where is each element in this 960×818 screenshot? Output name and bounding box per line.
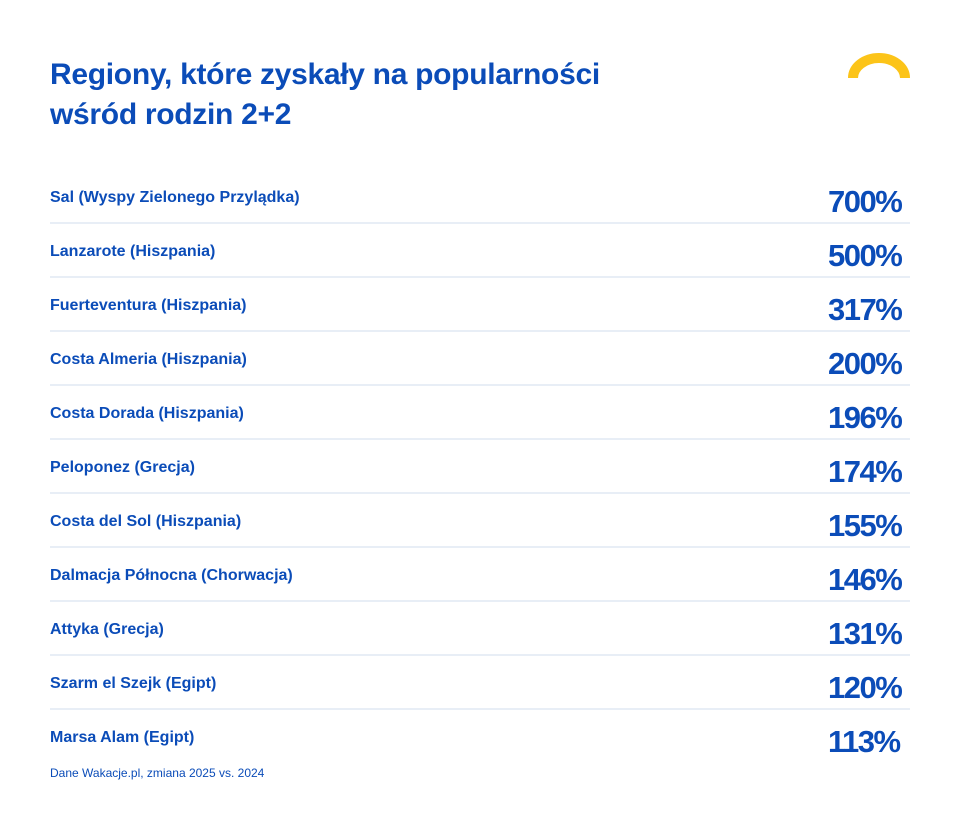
region-label: Dalmacja Północna (Chorwacja) [50,567,293,584]
change-value: 120% [828,670,903,705]
change-value: 196% [828,400,903,435]
source-note: Dane Wakacje.pl, zmiana 2025 vs. 2024 [50,766,265,780]
table-row: Attyka (Grecja) 131% [50,602,910,656]
region-label: Costa del Sol (Hiszpania) [50,513,242,530]
region-label: Marsa Alam (Egipt) [50,729,195,746]
change-value: 200% [828,346,903,381]
region-label: Peloponez (Grecja) [50,459,195,476]
region-label: Szarm el Szejk (Egipt) [50,675,217,692]
change-value: 146% [828,562,903,597]
table-row: Sal (Wyspy Zielonego Przylądka) 700% [50,170,910,224]
table-row: Dalmacja Północna (Chorwacja) 146% [50,548,910,602]
page-title: Regiony, które zyskały na popularności w… [50,55,600,135]
table-row: Marsa Alam (Egipt) 113% [50,710,910,762]
region-label: Costa Almeria (Hiszpania) [50,351,247,368]
change-value: 155% [828,508,903,543]
table-row: Lanzarote (Hiszpania) 500% [50,224,910,278]
table-row: Fuerteventura (Hiszpania) 317% [50,278,910,332]
title-line-2: wśród rodzin 2+2 [50,98,292,131]
region-label: Attyka (Grecja) [50,621,164,638]
yellow-arc-icon [848,53,910,79]
change-value: 317% [828,292,903,327]
title-line-1: Regiony, które zyskały na popularności [50,58,600,91]
ranking-table: Sal (Wyspy Zielonego Przylądka) 700% Lanza… [50,170,910,762]
region-label: Sal (Wyspy Zielonego Przylądka) [50,189,300,206]
change-value: 113% [828,724,901,759]
table-row: Szarm el Szejk (Egipt) 120% [50,656,910,710]
change-value: 174% [828,454,903,489]
change-value: 500% [828,238,903,273]
table-row: Peloponez (Grecja) 174% [50,440,910,494]
table-row: Costa del Sol (Hiszpania) 155% [50,494,910,548]
region-label: Fuerteventura (Hiszpania) [50,297,247,314]
change-value: 131% [828,616,903,651]
change-value: 700% [828,184,903,219]
table-row: Costa Dorada (Hiszpania) 196% [50,386,910,440]
region-label: Lanzarote (Hiszpania) [50,243,216,260]
table-row: Costa Almeria (Hiszpania) 200% [50,332,910,386]
region-label: Costa Dorada (Hiszpania) [50,405,244,422]
